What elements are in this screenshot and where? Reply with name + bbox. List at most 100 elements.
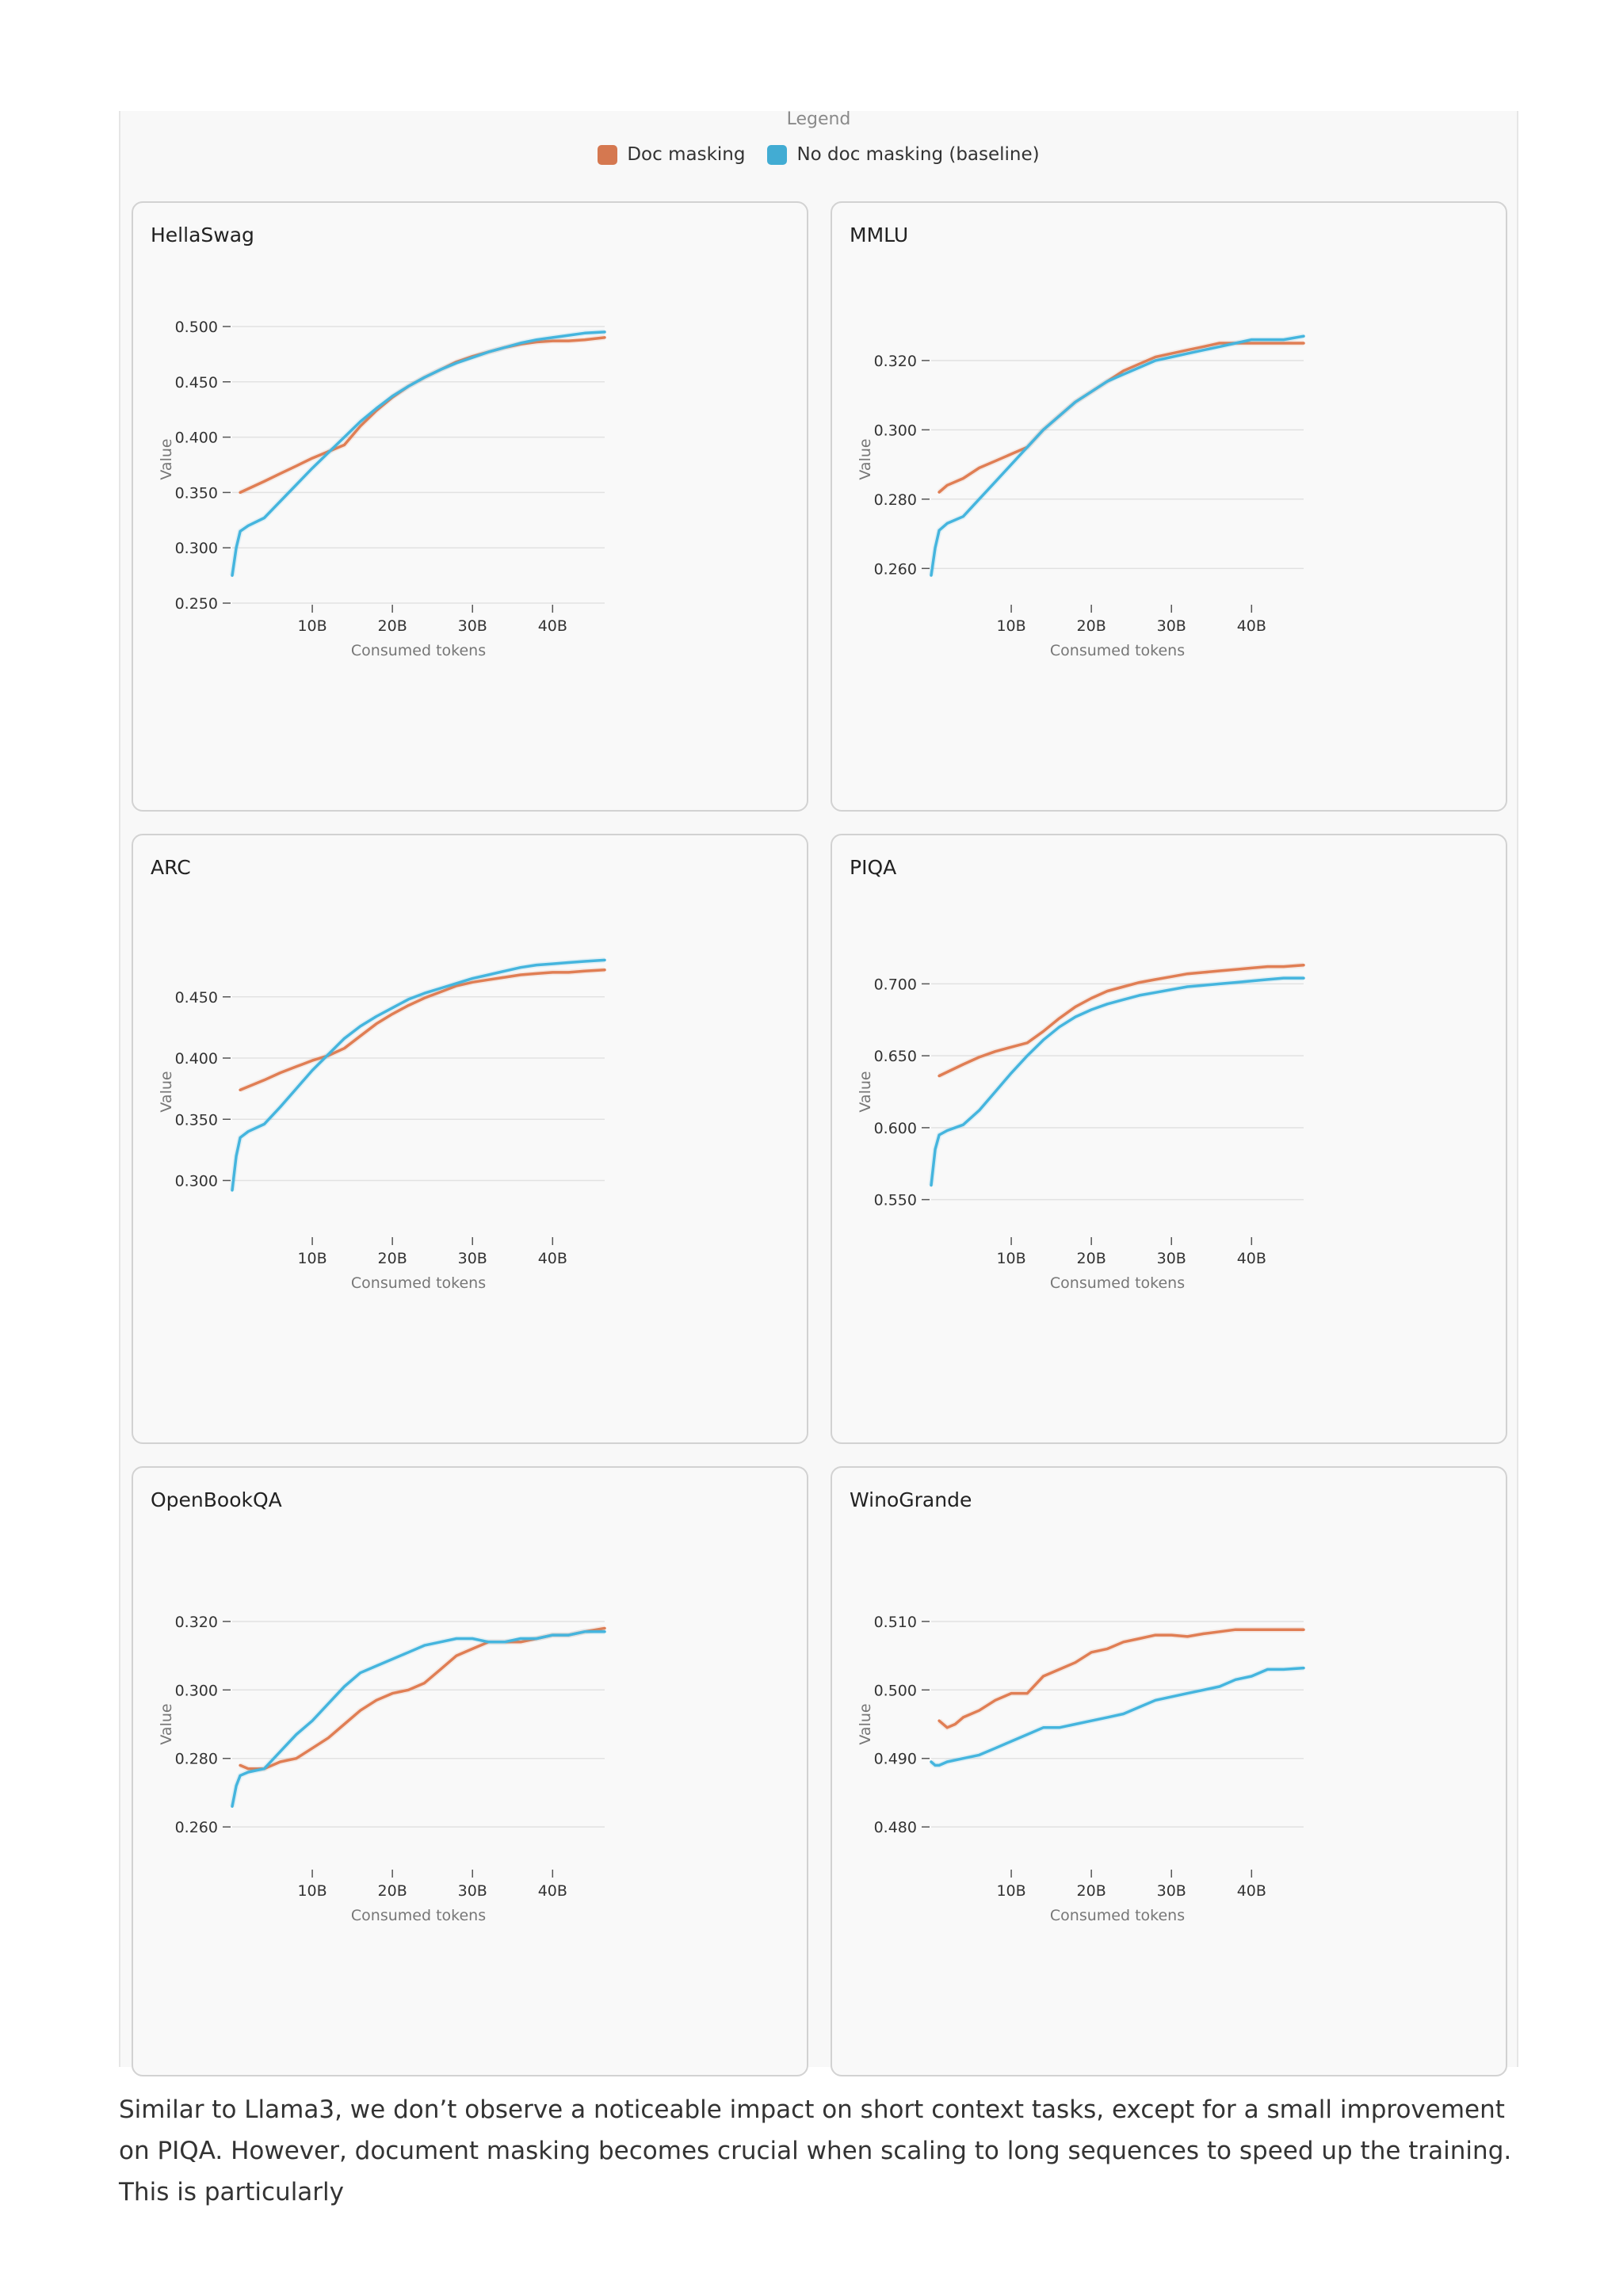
series-line-no-doc-masking-baseline[interactable] [930, 334, 1305, 577]
legend-swatch-doc-masking [598, 144, 618, 165]
chart-panel-piqa: PIQA 0.550 0.600 0.650 0.700 10B 20B 30B 40B Con… [831, 834, 1507, 1444]
series-shadow-no-doc-masking-baseline [928, 975, 1304, 1186]
chart-svg-mmlu: 0.260 0.280 0.300 0.320 10B 20B 30B 40B Consumed… [857, 333, 1305, 659]
x-axis-label: Consumed tokens [351, 1907, 486, 1924]
y-tick-label: 0.350 [175, 484, 218, 502]
x-tick-label: 20B [378, 1250, 407, 1267]
y-tick-label: 0.500 [874, 1682, 917, 1699]
chart-title: ARC [151, 856, 191, 879]
series-line-no-doc-masking-baseline[interactable] [930, 976, 1305, 1187]
y-tick-label: 0.300 [175, 1172, 218, 1190]
x-tick-label: 10B [297, 1250, 327, 1267]
legend-item-baseline[interactable]: No doc masking (baseline) [767, 144, 1040, 165]
x-tick-label: 40B [1237, 1250, 1266, 1267]
chart-svg-hellaswag: 0.250 0.300 0.350 0.400 0.450 0.500 10B 20B 30B 4… [158, 319, 606, 659]
x-tick-label: 20B [1077, 617, 1106, 635]
chart-svg-winogrande: 0.480 0.490 0.500 0.510 10B 20B 30B 40B Consumed… [857, 1614, 1305, 1924]
x-axis-label: Consumed tokens [1050, 642, 1185, 659]
x-tick-label: 10B [996, 617, 1025, 635]
x-tick-label: 40B [538, 1882, 567, 1900]
y-tick-label: 0.300 [175, 1682, 218, 1699]
chart-title: MMLU [850, 223, 909, 246]
series-line-doc-masking[interactable] [239, 1626, 606, 1771]
x-tick-label: 30B [1157, 617, 1186, 635]
figure-card: Legend Doc masking No doc masking (basel… [119, 111, 1518, 2076]
chart-svg-piqa: 0.550 0.600 0.650 0.700 10B 20B 30B 40B Consumed… [857, 962, 1305, 1292]
y-tick-label: 0.260 [175, 1819, 218, 1836]
y-tick-label: 0.480 [874, 1819, 917, 1836]
legend-label-baseline: No doc masking (baseline) [796, 144, 1040, 165]
x-axis-label: Consumed tokens [351, 642, 486, 659]
series-line-doc-masking[interactable] [938, 964, 1305, 1078]
legend-item-doc-masking[interactable]: Doc masking [598, 144, 745, 165]
series-shadow-doc-masking [937, 340, 1304, 495]
y-tick-label: 0.600 [874, 1120, 917, 1137]
y-tick-label: 0.400 [175, 1050, 218, 1068]
chart-panel-mmlu: MMLU 0.260 0.280 0.300 0.320 10B 20B 30B 40B Con… [831, 201, 1507, 812]
chart-title: HellaSwag [151, 223, 254, 246]
caption-paragraph: Similar to Llama3, we don’t observe a no… [119, 2095, 1512, 2206]
y-axis-label: Value [857, 1071, 874, 1112]
series-line-no-doc-masking-baseline[interactable] [231, 330, 606, 577]
chart-title: PIQA [850, 856, 897, 879]
y-tick-label: 0.320 [175, 1614, 218, 1631]
y-axis-label: Value [857, 1703, 874, 1744]
chart-panel-winogrande: WinoGrande 0.480 0.490 0.500 0.510 10B 20B 30B… [831, 1466, 1507, 2076]
x-tick-label: 10B [996, 1882, 1025, 1900]
chart-title: WinoGrande [850, 1488, 972, 1511]
chart-panel-openbookqa: OpenBookQA 0.260 0.280 0.300 0.320 10B 20B 30B… [132, 1466, 808, 2076]
series-shadow-no-doc-masking-baseline [229, 1629, 605, 1807]
x-axis-label: Consumed tokens [1050, 1907, 1185, 1924]
y-tick-label: 0.300 [874, 422, 917, 439]
x-tick-label: 20B [378, 1882, 407, 1900]
chart-title: OpenBookQA [151, 1488, 282, 1511]
x-axis-label: Consumed tokens [351, 1274, 486, 1292]
legend-label-doc-masking: Doc masking [627, 144, 746, 165]
series-shadow-doc-masking [239, 967, 605, 1093]
y-axis-label: Value [158, 1703, 175, 1744]
y-tick-label: 0.650 [874, 1048, 917, 1065]
series-line-no-doc-masking-baseline[interactable] [231, 1630, 606, 1808]
x-tick-label: 10B [297, 1882, 327, 1900]
y-tick-label: 0.350 [175, 1111, 218, 1129]
y-tick-label: 0.300 [175, 540, 218, 557]
y-tick-label: 0.280 [874, 491, 917, 509]
y-axis-label: Value [158, 1071, 175, 1112]
series-line-no-doc-masking-baseline[interactable] [930, 1666, 1305, 1767]
series-line-no-doc-masking-baseline[interactable] [231, 958, 606, 1192]
series-line-doc-masking[interactable] [938, 342, 1305, 494]
y-tick-label: 0.500 [175, 319, 218, 336]
series-line-doc-masking[interactable] [239, 968, 606, 1091]
y-tick-label: 0.450 [175, 989, 218, 1007]
legend-swatch-baseline [767, 144, 788, 165]
x-tick-label: 40B [538, 617, 567, 635]
y-tick-label: 0.280 [175, 1751, 218, 1768]
x-tick-label: 30B [1157, 1250, 1186, 1267]
x-tick-label: 30B [1157, 1882, 1186, 1900]
series-shadow-no-doc-masking-baseline [229, 329, 605, 576]
legend: Doc masking No doc masking (baseline) [120, 144, 1517, 165]
x-tick-label: 30B [458, 1250, 487, 1267]
y-tick-label: 0.320 [874, 353, 917, 370]
x-tick-label: 30B [458, 617, 487, 635]
y-tick-label: 0.490 [874, 1751, 917, 1768]
x-tick-label: 20B [378, 617, 407, 635]
x-tick-label: 40B [538, 1250, 567, 1267]
series-shadow-doc-masking [239, 1626, 605, 1772]
x-axis-label: Consumed tokens [1050, 1274, 1185, 1292]
x-tick-label: 20B [1077, 1882, 1106, 1900]
y-tick-label: 0.400 [175, 430, 218, 447]
y-tick-label: 0.550 [874, 1192, 917, 1209]
y-tick-label: 0.510 [874, 1614, 917, 1631]
x-tick-label: 20B [1077, 1250, 1106, 1267]
x-tick-label: 10B [996, 1250, 1025, 1267]
y-axis-label: Value [857, 438, 874, 479]
chart-svg-openbookqa: 0.260 0.280 0.300 0.320 10B 20B 30B 40B Consumed… [158, 1614, 606, 1924]
x-tick-label: 10B [297, 617, 327, 635]
chart-svg-arc: 0.300 0.350 0.400 0.450 10B 20B 30B 40B Consumed… [158, 957, 606, 1292]
x-tick-label: 40B [1237, 617, 1266, 635]
chart-panel-arc: ARC 0.300 0.350 0.400 0.450 10B 20B 30B 40B Cons… [132, 834, 808, 1444]
x-tick-label: 40B [1237, 1882, 1266, 1900]
y-tick-label: 0.260 [874, 560, 917, 578]
series-line-doc-masking[interactable] [938, 1628, 1305, 1729]
